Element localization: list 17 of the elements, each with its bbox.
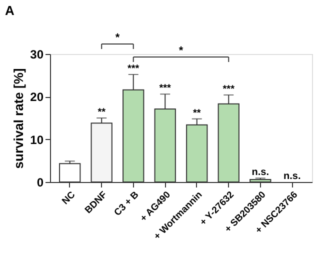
- chart-title: A: [5, 3, 15, 18]
- annotation: ***: [128, 63, 140, 74]
- annotation: **: [98, 107, 106, 118]
- annotation: ***: [159, 83, 172, 94]
- annotation: n.s.: [284, 171, 301, 182]
- y-tick-label: 20: [30, 90, 44, 104]
- text: *: [115, 32, 120, 44]
- y-tick-label: 30: [30, 48, 44, 62]
- annotation: n.s.: [252, 167, 270, 178]
- y-tick-label: 10: [30, 132, 44, 147]
- annotation: *: [178, 45, 184, 57]
- y-tick-label: 0: [36, 176, 44, 190]
- x-tick-label: NC: [60, 189, 78, 207]
- annotation: ***: [222, 84, 235, 95]
- x-tick-label: C3 + B: [112, 189, 142, 218]
- annotation: **: [192, 108, 201, 119]
- y-axis-title: survival rate [%]: [11, 68, 26, 169]
